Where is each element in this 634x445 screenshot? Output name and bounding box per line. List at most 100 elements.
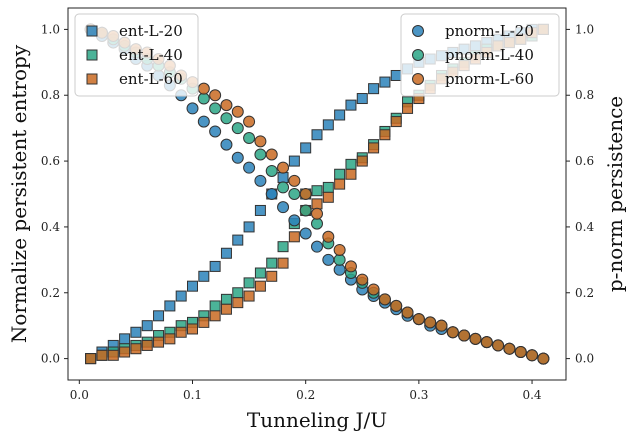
entropy-point (334, 168, 346, 180)
legend-marker (86, 25, 98, 37)
pnorm-point (311, 207, 323, 220)
pnorm-point (299, 204, 312, 217)
entropy-point (345, 158, 357, 170)
right-y-tick-label: 0.4 (575, 220, 594, 234)
pnorm-point (209, 102, 222, 115)
entropy-point (368, 83, 380, 95)
entropy-point (209, 300, 221, 312)
legend-label: ent-L-40 (119, 46, 183, 64)
entropy-point (356, 155, 368, 167)
entropy-point (119, 346, 131, 358)
entropy-point (254, 267, 266, 279)
entropy-point (187, 280, 198, 292)
pnorm-point (243, 161, 256, 174)
pnorm-point (220, 99, 233, 112)
legend-left: ent-L-20 ent-L-40 ent-L-60 (74, 13, 199, 97)
right-y-tick-label: 0.0 (575, 352, 594, 366)
pnorm-point (333, 263, 346, 276)
legend-right: pnorm-L-20 pnorm-L-40 pnorm-L-60 (400, 13, 560, 97)
pnorm-point (277, 161, 290, 174)
entropy-point (232, 234, 244, 246)
right-y-tick-label: 0.6 (575, 154, 594, 168)
pnorm-point (197, 82, 210, 95)
pnorm-point (469, 332, 482, 345)
x-tick-label: 0.0 (70, 388, 89, 402)
pnorm-point (231, 105, 244, 118)
pnorm-point (220, 138, 233, 151)
entropy-point (130, 326, 142, 338)
entropy-point (390, 116, 402, 128)
pnorm-point (243, 115, 256, 128)
legend-marker (86, 49, 98, 61)
entropy-point (232, 297, 244, 309)
entropy-point (254, 280, 266, 292)
entropy-point (153, 336, 165, 348)
right-y-tick-label: 1.0 (575, 22, 594, 36)
left-y-tick-label: 0.8 (41, 88, 60, 102)
legend-marker (412, 73, 424, 85)
entropy-point (85, 353, 97, 365)
entropy-point (334, 109, 346, 121)
pnorm-point (322, 253, 335, 266)
entropy-point (243, 277, 255, 289)
legend-box (74, 13, 199, 97)
right-y-tick-label: 0.2 (575, 286, 594, 300)
left-y-axis-title: Normalize persistent entropy (7, 44, 31, 343)
pnorm-point (322, 230, 335, 243)
pnorm-point (458, 329, 471, 342)
x-tick-label: 0.2 (296, 388, 315, 402)
entropy-point (209, 260, 221, 272)
entropy-point (209, 310, 221, 322)
entropy-point (130, 343, 142, 355)
pnorm-point (333, 253, 346, 266)
entropy-point (198, 270, 210, 282)
entropy-point (266, 257, 278, 269)
pnorm-point (514, 346, 527, 359)
pnorm-point (401, 306, 414, 319)
legend-marker (412, 49, 424, 61)
entropy-point (277, 241, 289, 253)
pnorm-point (299, 227, 312, 240)
pnorm-point (254, 174, 267, 187)
entropy-point (311, 185, 323, 197)
entropy-point (322, 119, 334, 131)
pnorm-point (254, 135, 267, 148)
pnorm-point (254, 148, 267, 161)
entropy-point (175, 290, 187, 302)
pnorm-point (526, 349, 539, 362)
pnorm-point (412, 313, 425, 326)
pnorm-point (186, 102, 199, 115)
pnorm-point (435, 319, 448, 332)
entropy-point (322, 181, 334, 193)
pnorm-point (265, 164, 278, 177)
entropy-point (300, 142, 312, 154)
pnorm-point (390, 299, 403, 312)
pnorm-point (344, 260, 357, 273)
entropy-point (220, 303, 232, 315)
pnorm-point (243, 132, 256, 145)
entropy-point (277, 257, 289, 269)
left-y-tick-label: 1.0 (41, 22, 60, 36)
pnorm-point (333, 243, 346, 256)
legend-label: ent-L-20 (119, 22, 183, 40)
x-tick-label: 0.3 (409, 388, 428, 402)
entropy-point (379, 76, 391, 88)
pnorm-point (311, 240, 323, 253)
left-y-tick-label: 0.2 (41, 286, 60, 300)
pnorm-point (367, 283, 380, 296)
pnorm-point (209, 89, 222, 102)
pnorm-point (299, 188, 312, 200)
right-y-tick-label: 0.8 (575, 88, 594, 102)
entropy-point (311, 198, 323, 210)
entropy-point (107, 349, 119, 361)
entropy-point (96, 349, 108, 361)
pnorm-point (424, 316, 437, 329)
entropy-point (119, 333, 131, 345)
pnorm-point (220, 112, 233, 125)
left-y-tick-label: 0.4 (41, 220, 60, 234)
pnorm-point (277, 201, 290, 214)
entropy-point (164, 300, 176, 312)
entropy-point (345, 168, 357, 180)
